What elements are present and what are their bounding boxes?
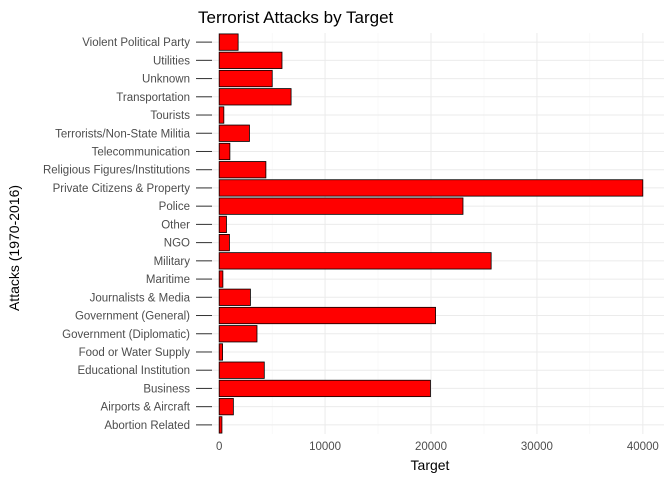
y-axis-title: Attacks (1970-2016) (6, 185, 22, 311)
y-tick-label: Government (General) (75, 311, 190, 323)
bar (218, 88, 292, 106)
y-tick-label: Journalists & Media (90, 292, 191, 304)
y-tick-label: Educational Institution (77, 365, 190, 377)
bar (218, 416, 223, 434)
bar (218, 379, 431, 398)
bar (218, 270, 224, 288)
y-tick-label: Other (161, 219, 190, 231)
y-tick-label: Utilities (153, 55, 190, 67)
x-tick-label: 30000 (521, 441, 553, 453)
y-tick-label: Police (159, 201, 190, 213)
y-axis: Abortion Related Airports & Aircraft Busin… (43, 37, 212, 432)
y-tick-label: NGO (164, 238, 190, 250)
y-tick-label: Telecommunication (92, 146, 190, 158)
bar (218, 197, 464, 215)
x-axis: 0 10000 20000 30000 40000 (216, 441, 659, 453)
y-tick-label: Transportation (116, 92, 190, 104)
bars (218, 33, 644, 434)
y-tick-label: Business (143, 383, 190, 395)
y-tick-label: Violent Political Party (82, 37, 190, 49)
y-tick-label: Airports & Aircraft (101, 402, 191, 414)
y-tick-label: Unknown (142, 74, 190, 86)
bar (218, 161, 267, 179)
bar (218, 398, 234, 416)
x-tick-label: 0 (216, 441, 222, 453)
bar (218, 33, 239, 51)
y-tick-label: Maritime (146, 274, 190, 286)
y-tick-label: Terrorists/Non-State Militia (55, 128, 190, 140)
chart-title: Terrorist Attacks by Target (198, 8, 394, 27)
bar (218, 215, 227, 233)
y-tick-label: Abortion Related (104, 420, 190, 432)
bar (218, 252, 492, 270)
x-tick-label: 20000 (415, 441, 447, 453)
y-tick-label: Tourists (150, 110, 190, 122)
bar (218, 288, 251, 306)
bar (218, 69, 273, 88)
y-tick-label: Government (Diplomatic) (62, 329, 190, 341)
bar (218, 142, 231, 161)
bar (218, 325, 258, 343)
bar (218, 343, 223, 361)
y-tick-label: Food or Water Supply (79, 347, 191, 359)
bar (218, 51, 283, 69)
bar (218, 234, 230, 252)
bar (218, 361, 265, 379)
bar (218, 306, 436, 325)
x-axis-title: Target (411, 457, 450, 473)
x-tick-label: 40000 (627, 441, 659, 453)
bar (218, 179, 644, 197)
y-tick-label: Religious Figures/Institutions (43, 165, 190, 177)
bar (218, 124, 250, 142)
x-tick-label: 10000 (309, 441, 341, 453)
bar (218, 106, 225, 124)
y-tick-label: Private Citizens & Property (53, 183, 191, 195)
y-tick-label: Military (154, 256, 191, 268)
